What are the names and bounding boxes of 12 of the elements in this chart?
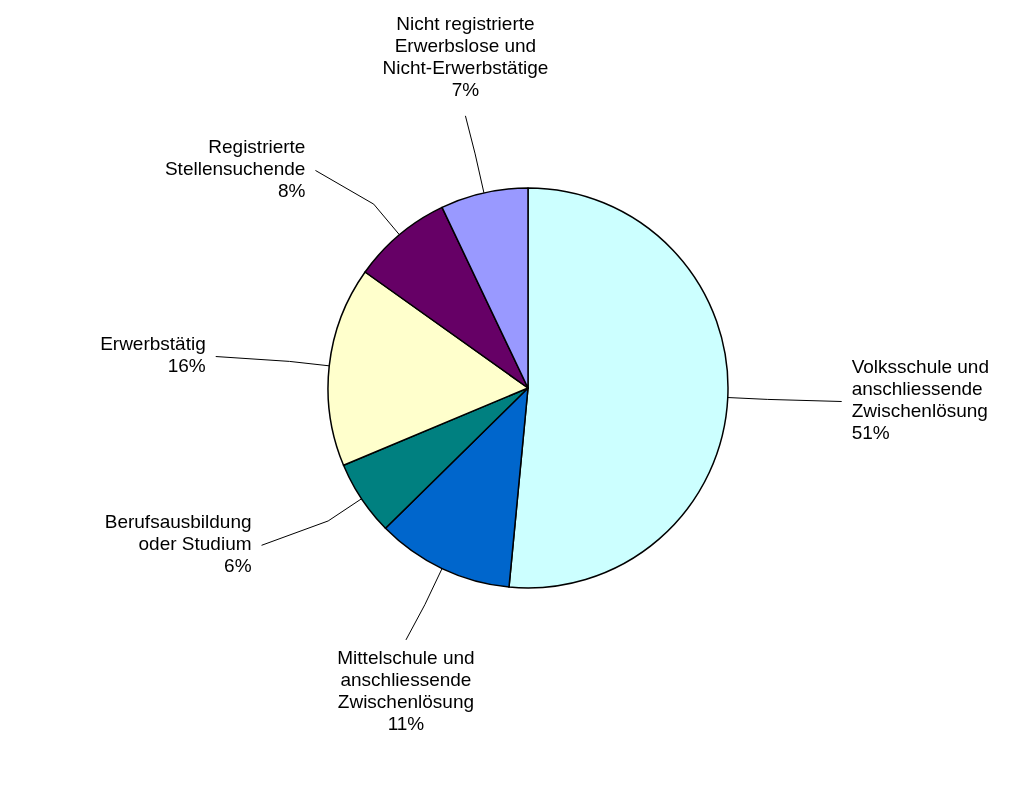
slice-label: Nicht registrierte Erwerbslose und Nicht-Erwerbstätige <box>382 12 549 78</box>
data-label: 7% <box>451 78 480 100</box>
slice-label: Mittelschule und anschliessende Zwischenlösung <box>337 647 475 713</box>
data-label: 51% <box>851 421 890 443</box>
slice-label: Berufsausbildung oder Studium <box>104 510 252 554</box>
data-label: 16% <box>167 354 206 376</box>
data-label: 6% <box>224 554 252 576</box>
data-label: 11% <box>387 713 425 735</box>
slice-label: Registrierte Stellensuchende <box>164 135 306 179</box>
data-label: 8% <box>277 179 306 201</box>
slice-label: Erwerbstätig <box>100 332 206 354</box>
slice-label: Volksschule und anschliessende Zwischenlösung <box>851 355 990 421</box>
